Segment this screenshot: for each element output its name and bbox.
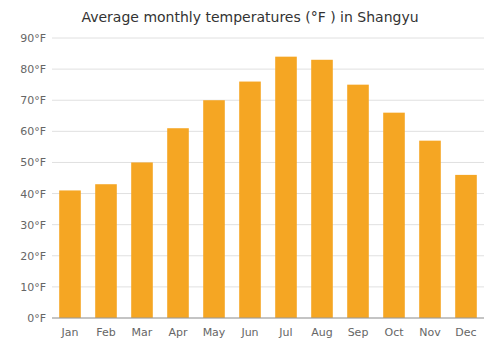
x-tick-label: May <box>203 326 226 339</box>
bar <box>59 190 81 318</box>
x-axis-line <box>52 318 484 319</box>
x-tick-label: Jul <box>278 326 292 339</box>
bar <box>455 175 477 318</box>
chart-container: Average monthly temperatures (°F ) in Sh… <box>0 0 500 350</box>
x-tick-label: Mar <box>132 326 153 339</box>
bars <box>59 57 477 318</box>
y-tick-label: 40°F <box>20 188 46 201</box>
y-tick-label: 20°F <box>20 250 46 263</box>
bar <box>275 57 297 318</box>
x-tick-label: Jan <box>61 326 79 339</box>
bar <box>239 82 261 318</box>
y-tick-label: 90°F <box>20 32 46 45</box>
x-tick-label: Sep <box>348 326 369 339</box>
grid-line <box>52 318 484 319</box>
bar <box>131 162 153 318</box>
y-tick-label: 0°F <box>27 312 46 325</box>
grid-line <box>52 38 484 39</box>
bar <box>167 128 189 318</box>
grid-line <box>52 100 484 101</box>
x-tick-label: Oct <box>384 326 404 339</box>
title: Average monthly temperatures (°F ) in Sh… <box>81 9 418 25</box>
bar <box>311 60 333 318</box>
chart: Average monthly temperatures (°F ) in Sh… <box>0 0 500 350</box>
bar <box>419 141 441 318</box>
y-tick-label: 60°F <box>20 125 46 138</box>
y-tick-label: 50°F <box>20 156 46 169</box>
bar <box>95 184 117 318</box>
y-tick-label: 80°F <box>20 63 46 76</box>
x-tick-label: Jun <box>240 326 258 339</box>
y-tick-label: 10°F <box>20 281 46 294</box>
x-tick-label: Nov <box>419 326 441 339</box>
x-tick-label: Apr <box>168 326 188 339</box>
x-tick-label: Feb <box>96 326 115 339</box>
y-grid <box>52 38 484 318</box>
bar <box>347 85 369 318</box>
grid-line <box>52 69 484 70</box>
bar <box>203 100 225 318</box>
x-tick-label: Aug <box>311 326 332 339</box>
y-tick-label: 30°F <box>20 219 46 232</box>
y-tick-label: 70°F <box>20 94 46 107</box>
grid-line <box>52 131 484 132</box>
bar <box>383 113 405 318</box>
x-tick-label: Dec <box>455 326 476 339</box>
